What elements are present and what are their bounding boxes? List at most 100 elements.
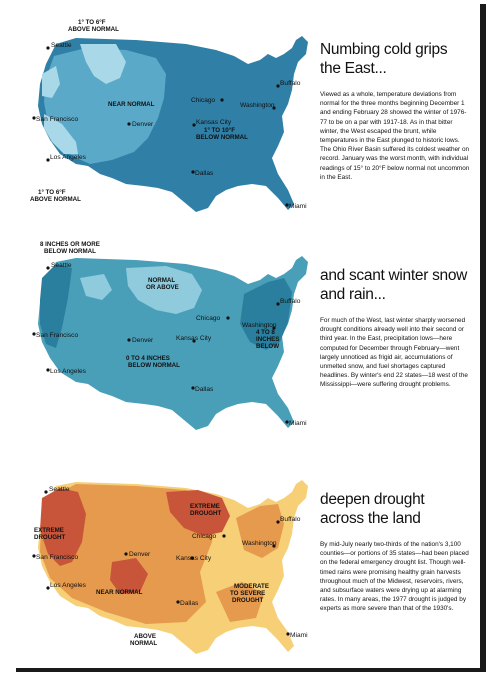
city-seattle: Seattle [49, 486, 70, 493]
label-4-8in-3: BELOW [256, 343, 279, 350]
city-marker [32, 332, 36, 336]
city-marker [226, 316, 230, 320]
city-marker [190, 556, 194, 560]
dark-east-zone [240, 278, 292, 350]
label-moderate-2: TO SEVERE [230, 590, 265, 597]
city-kansas-city: Kansas City [176, 335, 212, 342]
city-chicago: Chicago [192, 533, 217, 540]
above-normal-north-zone [80, 44, 126, 84]
city-marker [44, 490, 48, 494]
city-los-angeles: Los Angeles [50, 582, 87, 589]
section-1-body: Viewed as a whole, temperature deviation… [320, 91, 470, 181]
city-marker [192, 123, 196, 127]
section-1-headline: Numbing cold grips the East... [320, 41, 448, 77]
label-above-normal-2: NORMAL [130, 640, 157, 647]
label-below-normal-1: 1° TO 10°F [204, 127, 235, 134]
city-marker [176, 600, 180, 604]
city-kansas-city: Kansas City [196, 119, 232, 126]
city-marker [272, 544, 276, 548]
city-marker [46, 368, 50, 372]
label-8in-below-1: 8 INCHES OR MORE [40, 241, 100, 248]
label-moderate-3: DROUGHT [232, 597, 263, 604]
city-miami: Miami [289, 420, 307, 427]
city-marker [285, 420, 289, 424]
label-below-normal-2: BELOW NORMAL [196, 134, 248, 141]
section-2-body: For much of the West, last winter sharpl… [320, 317, 468, 389]
city-los-angeles: Los Angeles [50, 154, 87, 161]
city-marker [222, 534, 226, 538]
section-3-text: deepen drought across the land By mid-Ju… [320, 490, 470, 614]
label-normal: NORMAL [148, 277, 175, 284]
city-marker [220, 98, 224, 102]
light-west-coast [42, 66, 60, 98]
city-kansas-city: Kansas City [176, 555, 212, 562]
city-dallas: Dallas [180, 600, 199, 607]
label-above-normal-bottom-1: 1° TO 6°F [38, 189, 66, 196]
extreme-central-zone [166, 490, 230, 536]
dark-west-zone [40, 264, 72, 348]
drought-map: EXTREME DROUGHT EXTREME DROUGHT NEAR NOR… [16, 462, 316, 662]
city-marker [272, 326, 276, 330]
extreme-west-zone [40, 488, 86, 566]
label-above-normal-1: ABOVE [134, 633, 156, 640]
city-marker [46, 46, 50, 50]
city-seattle: Seattle [51, 262, 72, 269]
label-extreme-central-1: EXTREME [190, 503, 220, 510]
above-normal-south-zone [44, 114, 78, 154]
city-marker [272, 106, 276, 110]
near-normal-zone [44, 48, 166, 164]
city-dallas: Dallas [195, 386, 214, 393]
city-san-francisco: San Francisco [36, 554, 78, 561]
label-extreme-central-2: DROUGHT [190, 510, 221, 517]
city-marker [127, 122, 131, 126]
city-washington: Washington [240, 102, 275, 109]
city-chicago: Chicago [196, 315, 221, 322]
section-3-body: By mid-July nearly two-thirds of the nat… [320, 541, 469, 613]
label-8in-below-2: BELOW NORMAL [44, 248, 96, 255]
label-4-8in-2: INCHES [256, 336, 279, 343]
section-1-text: Numbing cold grips the East... Viewed as… [320, 40, 470, 182]
city-san-francisco: San Francisco [36, 332, 78, 339]
normal-pocket-zone [80, 274, 112, 300]
section-2-text: and scant winter snow and rain... For mu… [320, 266, 470, 390]
label-4-8in-1: 4 TO 8 [256, 329, 275, 336]
label-moderate-1: MODERATE [234, 583, 269, 590]
label-extreme-west-1: EXTREME [34, 527, 64, 534]
city-denver: Denver [129, 551, 151, 558]
label-or-above: OR ABOVE [146, 284, 179, 291]
label-above-normal-top-1: 1° TO 6°F [78, 19, 106, 26]
label-near-normal: NEAR NORMAL [108, 101, 155, 108]
city-denver: Denver [132, 121, 154, 128]
southeast-moderate-zone [216, 582, 264, 622]
label-above-normal-top-2: ABOVE NORMAL [68, 26, 119, 33]
city-marker [46, 586, 50, 590]
temperature-map: 1° TO 6°F ABOVE NORMAL NEAR NORMAL 1° TO… [16, 14, 316, 224]
label-near-normal: NEAR NORMAL [96, 589, 143, 596]
city-miami: Miami [289, 203, 307, 210]
city-marker [127, 338, 131, 342]
city-buffalo: Buffalo [280, 298, 301, 305]
section-3-headline: deepen drought across the land [320, 491, 425, 527]
city-marker [276, 302, 280, 306]
city-marker [124, 552, 128, 556]
city-miami: Miami [290, 632, 308, 639]
moderate-east-zone [236, 504, 284, 558]
city-marker [32, 554, 36, 558]
extreme-south-zone [110, 558, 148, 594]
city-marker [191, 386, 195, 390]
city-marker [46, 158, 50, 162]
city-marker [46, 266, 50, 270]
label-0-4in-2: BELOW NORMAL [128, 362, 180, 369]
city-marker [286, 632, 290, 636]
city-dallas: Dallas [195, 170, 214, 177]
city-marker [32, 116, 36, 120]
label-extreme-west-2: DROUGHT [34, 534, 65, 541]
city-marker [191, 170, 195, 174]
magazine-page: 1° TO 6°F ABOVE NORMAL NEAR NORMAL 1° TO… [10, 0, 480, 668]
city-marker [192, 339, 196, 343]
section-2-headline: and scant winter snow and rain... [320, 267, 468, 303]
city-marker [285, 203, 289, 207]
normal-or-above-zone [126, 266, 202, 314]
label-above-normal-bottom-2: ABOVE NORMAL [30, 196, 81, 203]
precipitation-map: 8 INCHES OR MORE BELOW NORMAL NORMAL OR … [16, 238, 316, 438]
